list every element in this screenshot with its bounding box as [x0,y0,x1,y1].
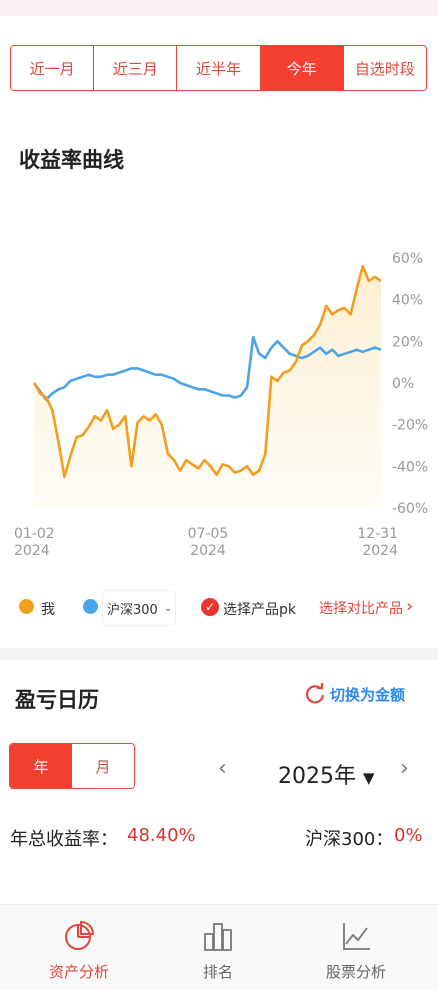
y-tick-label: 40% [392,293,423,309]
chevron-down-icon: ⌄ [163,602,173,614]
returns-title: 收益率曲线 [19,148,124,172]
calendar-title: 盈亏日历 [15,688,99,712]
year-value: 2025年 [278,764,356,789]
bar-ranking-icon [158,919,278,953]
period-tab-custom[interactable]: 自选时段 [343,46,426,90]
line-chart-icon [296,919,416,953]
bench-return-label: 沪深300： [305,829,394,850]
total-return-value: 48.40% [127,825,196,846]
year-dropdown[interactable]: 2025年 ▼ [278,758,375,790]
refresh-icon [304,683,326,705]
y-tick-label: -40% [392,459,428,475]
bottom-tab-bar: 资产分析 排名 股票分析 [0,904,438,990]
next-year-icon[interactable]: › [400,756,409,781]
year-month-toggle: 年 月 [9,743,135,789]
y-tick-label: 0% [392,376,414,392]
caret-down-icon: ▼ [363,769,375,787]
benchmark-select[interactable]: 沪深300 ⌄ [102,590,176,626]
x-tick-year: 2024 [362,543,398,559]
tab-stock-analysis-label: 股票分析 [325,963,386,981]
x-tick-date: 12-31 [357,526,398,542]
period-selector: 近一月 近三月 近半年 今年 自选时段 [10,45,427,91]
pk-select-label[interactable]: 选择产品pk [223,602,296,618]
y-tick-label: 20% [392,334,423,350]
total-return-label: 年总收益率： [10,829,118,850]
status-band [0,0,438,16]
period-tab-6m[interactable]: 近半年 [177,46,261,90]
tab-asset-analysis-label: 资产分析 [48,963,109,981]
tab-stock-analysis[interactable]: 股票分析 [296,919,416,982]
period-tab-1m[interactable]: 近一月 [11,46,95,90]
pie-chart-icon [19,919,139,953]
y-tick-label: -20% [392,418,428,434]
period-tab-ytd[interactable]: 今年 [260,46,344,90]
period-tab-3m[interactable]: 近三月 [94,46,178,90]
y-tick-label: -60% [392,501,428,517]
benchmark-select-label: 沪深300 [107,602,158,618]
chevron-right-icon[interactable]: › [406,596,414,617]
series-area-fill [34,266,381,508]
bench-return-value: 0% [394,825,423,846]
x-tick-date: 01-02 [14,526,55,542]
series-line-mine [32,265,382,479]
returns-chart: 60%40%20%0%-20%-40%-60% 01-02202407-0520… [14,251,428,559]
toggle-year[interactable]: 年 [10,744,72,788]
legend-bench-dot [83,599,98,614]
x-tick-year: 2024 [14,543,50,559]
switch-amount-label: 切换为金额 [330,685,406,704]
compare-product-link[interactable]: 选择对比产品 [319,601,403,617]
toggle-month[interactable]: 月 [72,744,134,788]
check-icon[interactable]: ✓ [201,598,219,616]
tab-asset-analysis[interactable]: 资产分析 [19,919,139,982]
y-tick-label: 60% [392,251,423,267]
tab-ranking[interactable]: 排名 [158,919,278,982]
tab-ranking-label: 排名 [202,963,233,981]
switch-amount-button[interactable]: 切换为金额 [304,683,405,705]
legend-mine-label: 我 [41,602,55,618]
series-line-benchmark [32,335,382,401]
x-tick-date: 07-05 [188,526,229,542]
legend-mine-dot [19,599,34,614]
x-tick-year: 2024 [190,543,226,559]
prev-year-icon[interactable]: ‹ [218,756,227,781]
